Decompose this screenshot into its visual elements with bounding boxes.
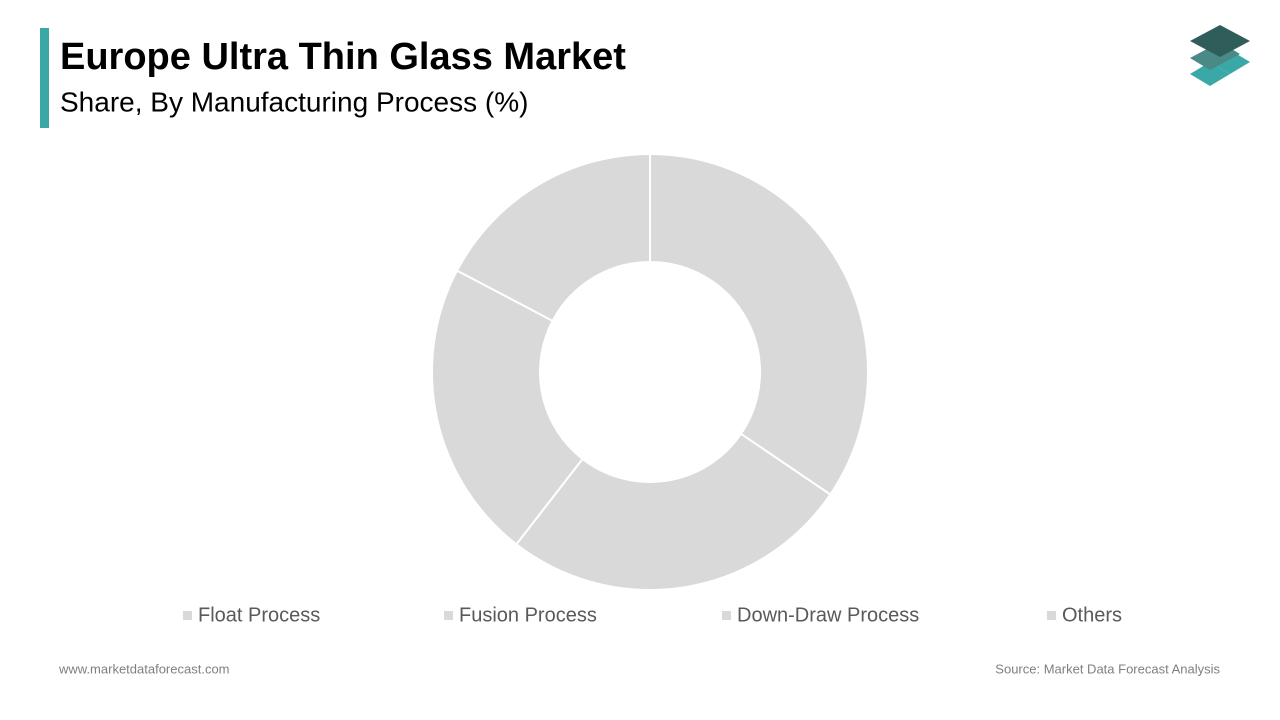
donut-slice [514,432,832,591]
legend-label: Float Process [198,604,320,626]
legend-label: Fusion Process [459,604,597,626]
donut-slice [455,152,651,323]
legend-marker [1047,611,1056,620]
footer-source: Source: Market Data Forecast Analysis [995,661,1220,676]
legend-marker [183,611,192,620]
legend-marker [444,611,453,620]
title-accent [40,28,49,128]
legend-marker [722,611,731,620]
chart-title: Europe Ultra Thin Glass Market [60,36,626,78]
footer-website: www.marketdataforecast.com [58,661,230,676]
donut-slice [431,269,584,546]
legend-label: Down-Draw Process [737,604,919,626]
legend-label: Others [1062,604,1122,626]
logo [1190,25,1250,86]
donut-slice [649,152,869,496]
chart-subtitle: Share, By Manufacturing Process (%) [60,86,528,117]
